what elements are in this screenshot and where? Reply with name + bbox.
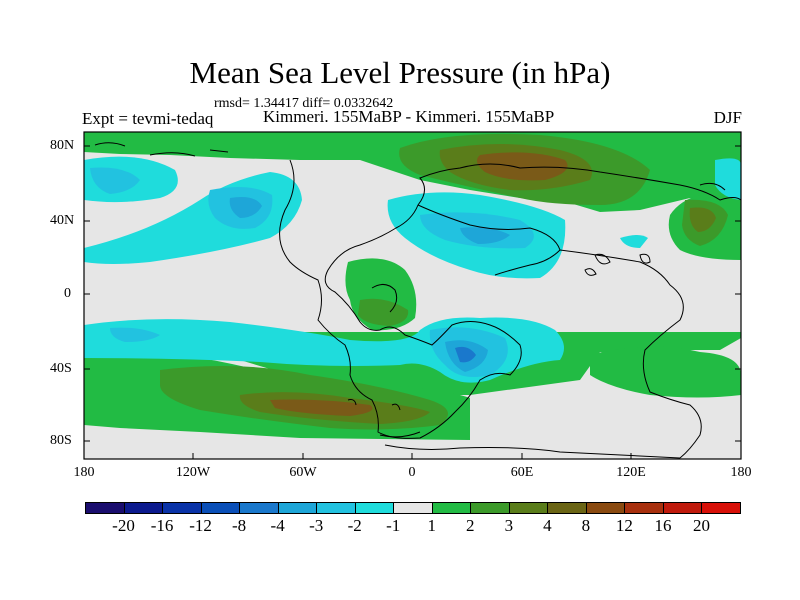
lon-tick-180e: 180 bbox=[730, 465, 752, 480]
colorbar-swatch bbox=[662, 502, 703, 514]
colorbar-label: 12 bbox=[615, 516, 633, 535]
lat-tick-40n: 40N bbox=[50, 213, 75, 228]
colorbar-swatch bbox=[123, 502, 164, 514]
colorbar-label: 2 bbox=[466, 516, 475, 535]
colorbar-swatch bbox=[316, 502, 356, 514]
colorbar-label: -1 bbox=[386, 516, 401, 535]
coastlines bbox=[94, 142, 741, 459]
colorbar-swatch bbox=[277, 502, 318, 514]
colorbar-swatch bbox=[239, 502, 279, 514]
colorbar-swatch bbox=[585, 502, 626, 514]
lat-tick-80s: 80S bbox=[50, 433, 72, 448]
positive-anomaly-regions bbox=[84, 132, 741, 440]
map-ticks bbox=[83, 145, 742, 459]
colorbar-label: 8 bbox=[581, 516, 591, 535]
lat-tick-40s: 40S bbox=[50, 361, 72, 376]
lon-tick-0: 0 bbox=[408, 465, 416, 480]
lon-tick-120e: 120E bbox=[616, 465, 646, 480]
lon-tick-60w: 60W bbox=[289, 465, 317, 480]
colorbar-swatch bbox=[470, 502, 510, 514]
colorbar-swatch bbox=[508, 502, 549, 514]
colorbar-label: 3 bbox=[504, 516, 514, 535]
colorbar-label: 20 bbox=[692, 516, 710, 535]
colorbar-swatch bbox=[624, 502, 664, 514]
lat-tick-0: 0 bbox=[64, 286, 71, 301]
colorbar-swatch bbox=[85, 502, 125, 514]
colorbar-label: -4 bbox=[270, 516, 285, 535]
colorbar-swatch bbox=[701, 502, 741, 514]
lon-tick-60e: 60E bbox=[510, 465, 534, 480]
colorbar-label: 1 bbox=[427, 516, 437, 535]
scenario-label: Kimmeri. 155MaBP - Kimmeri. 155MaBP bbox=[263, 107, 555, 126]
colorbar-swatch bbox=[162, 502, 202, 514]
chart-title: Mean Sea Level Pressure (in hPa) bbox=[189, 55, 611, 90]
stats-text: rmsd= 1.34417 diff= 0.0332642 bbox=[214, 96, 394, 111]
colorbar-label: -3 bbox=[309, 516, 324, 535]
colorbar-swatch bbox=[200, 502, 241, 514]
colorbar-label: -20 bbox=[112, 516, 135, 535]
colorbar-swatch bbox=[354, 502, 395, 514]
colorbar-label: 4 bbox=[543, 516, 552, 535]
lon-tick-180w: 180 bbox=[73, 465, 95, 480]
colorbar-label: -12 bbox=[189, 516, 212, 535]
colorbar-label: -2 bbox=[347, 516, 362, 535]
colorbar-label: -8 bbox=[232, 516, 247, 535]
lat-tick-80n: 80N bbox=[50, 138, 75, 153]
colorbar-swatch bbox=[431, 502, 472, 514]
lon-tick-120w: 120W bbox=[175, 465, 211, 480]
colorbar-swatch bbox=[393, 502, 433, 514]
colorbar-label: 16 bbox=[654, 516, 672, 535]
experiment-label: Expt = tevmi-tedaq bbox=[82, 109, 214, 128]
colorbar-label: -16 bbox=[150, 516, 174, 535]
season-label: DJF bbox=[713, 108, 742, 127]
colorbar-swatch bbox=[547, 502, 587, 514]
